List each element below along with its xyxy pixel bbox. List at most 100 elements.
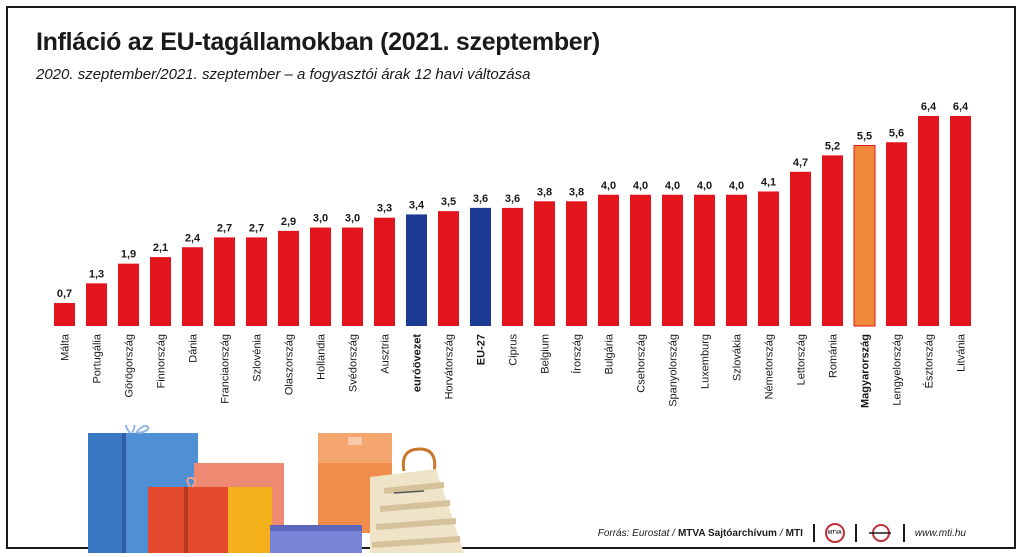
value-label-9: 3,0 bbox=[345, 213, 360, 225]
value-label-3: 2,1 bbox=[153, 242, 168, 254]
category-label-23: Lettország bbox=[796, 334, 808, 385]
source-agency: MTI bbox=[785, 527, 803, 539]
bar-21 bbox=[726, 194, 747, 326]
bar-15 bbox=[534, 201, 555, 326]
bar-9 bbox=[342, 227, 363, 326]
value-label-19: 4,0 bbox=[665, 180, 680, 192]
chart-subtitle: 2020. szeptember/2021. szeptember – a fo… bbox=[36, 66, 531, 83]
category-label-11: euróövezet bbox=[412, 334, 424, 392]
value-label-17: 4,0 bbox=[601, 180, 616, 192]
bar-26 bbox=[886, 142, 907, 326]
value-label-18: 4,0 bbox=[633, 180, 648, 192]
value-label-4: 2,4 bbox=[185, 232, 201, 244]
bar-8 bbox=[310, 227, 331, 326]
bar-14 bbox=[502, 207, 523, 326]
value-label-25: 5,5 bbox=[857, 131, 872, 143]
category-label-4: Dánia bbox=[188, 333, 200, 363]
website-link[interactable]: www.mti.hu bbox=[914, 527, 966, 539]
bar-10 bbox=[374, 217, 395, 326]
category-label-19: Spanyolország bbox=[668, 334, 680, 407]
value-label-10: 3,3 bbox=[377, 203, 392, 215]
category-label-22: Németország bbox=[764, 334, 776, 399]
category-label-24: Románia bbox=[828, 333, 840, 378]
value-label-11: 3,4 bbox=[409, 199, 425, 211]
value-label-20: 4,0 bbox=[697, 180, 712, 192]
bar-7 bbox=[278, 230, 299, 326]
bar-11 bbox=[406, 214, 427, 326]
bar-22 bbox=[758, 191, 779, 326]
bar-5 bbox=[214, 237, 235, 326]
bar-27 bbox=[918, 116, 939, 326]
value-label-14: 3,6 bbox=[505, 193, 520, 205]
category-label-28: Litvánia bbox=[956, 333, 968, 372]
category-label-6: Szlovénia bbox=[252, 333, 264, 382]
category-label-8: Hollandia bbox=[316, 333, 328, 380]
category-label-3: Finnország bbox=[156, 334, 168, 388]
bar-16 bbox=[566, 201, 587, 326]
value-label-26: 5,6 bbox=[889, 127, 904, 139]
footer: Forrás: Eurostat / MTVA Sajtóarchívum / … bbox=[598, 523, 966, 543]
category-label-14: Ciprus bbox=[508, 334, 520, 366]
category-label-17: Bulgária bbox=[604, 333, 616, 374]
value-label-1: 1,3 bbox=[89, 268, 104, 280]
value-label-2: 1,9 bbox=[121, 249, 136, 261]
category-label-9: Svédország bbox=[348, 334, 360, 392]
value-label-21: 4,0 bbox=[729, 180, 744, 192]
category-label-13: EU-27 bbox=[476, 334, 488, 365]
value-label-0: 0,7 bbox=[57, 288, 72, 300]
value-label-12: 3,5 bbox=[441, 196, 456, 208]
chart-title: Infláció az EU-tagállamokban (2021. szep… bbox=[36, 28, 600, 56]
value-label-13: 3,6 bbox=[473, 193, 488, 205]
category-label-12: Horvátország bbox=[444, 334, 456, 399]
bar-1 bbox=[86, 283, 107, 326]
gift-box-red-icon bbox=[148, 476, 230, 553]
source-archive: MTVA Sajtóarchívum bbox=[677, 527, 777, 539]
value-label-16: 3,8 bbox=[569, 186, 584, 198]
bar-18 bbox=[630, 194, 651, 326]
bar-24 bbox=[822, 155, 843, 326]
value-label-5: 2,7 bbox=[217, 222, 232, 234]
shopping-bag-icon bbox=[370, 447, 464, 553]
category-label-5: Franciaország bbox=[220, 334, 232, 404]
value-label-6: 2,7 bbox=[249, 222, 264, 234]
mtva-logo-icon: MTVA bbox=[824, 523, 845, 543]
divider bbox=[812, 524, 815, 542]
category-label-10: Ausztria bbox=[380, 333, 392, 374]
shopping-gifts-illustration bbox=[88, 425, 464, 553]
bar-25 bbox=[853, 145, 876, 327]
value-label-22: 4,1 bbox=[761, 176, 776, 188]
category-label-27: Észtország bbox=[923, 334, 936, 388]
mti-logo-icon bbox=[868, 524, 891, 542]
bar-19 bbox=[662, 194, 683, 326]
bar-3 bbox=[150, 257, 171, 326]
bar-17 bbox=[598, 194, 619, 326]
value-label-15: 3,8 bbox=[537, 186, 552, 198]
category-label-1: Portugália bbox=[92, 333, 104, 383]
bar-4 bbox=[182, 247, 203, 326]
bar-28 bbox=[950, 116, 971, 326]
bar-0 bbox=[54, 303, 75, 326]
category-label-18: Csehország bbox=[636, 334, 648, 393]
category-label-7: Olaszország bbox=[284, 334, 296, 395]
bar-23 bbox=[790, 171, 811, 326]
category-label-25: Magyarország bbox=[860, 334, 872, 408]
divider bbox=[902, 524, 905, 542]
source-separator: / bbox=[779, 527, 783, 539]
value-label-8: 3,0 bbox=[313, 213, 328, 225]
value-label-23: 4,7 bbox=[793, 157, 808, 169]
bar-6 bbox=[246, 237, 267, 326]
category-label-21: Szlovákia bbox=[732, 333, 744, 381]
bar-2 bbox=[118, 263, 139, 326]
divider bbox=[854, 524, 857, 542]
category-label-26: Lengyelország bbox=[892, 334, 904, 406]
category-label-2: Görögország bbox=[124, 334, 136, 398]
category-label-16: Írország bbox=[571, 334, 584, 374]
shoe-box-icon bbox=[270, 525, 362, 553]
value-label-28: 6,4 bbox=[953, 101, 969, 113]
category-label-20: Luxemburg bbox=[700, 334, 712, 389]
category-label-15: Belgium bbox=[540, 334, 552, 374]
value-label-7: 2,9 bbox=[281, 216, 296, 228]
bar-12 bbox=[438, 211, 459, 326]
source-prefix: Forrás: Eurostat / bbox=[597, 527, 675, 539]
